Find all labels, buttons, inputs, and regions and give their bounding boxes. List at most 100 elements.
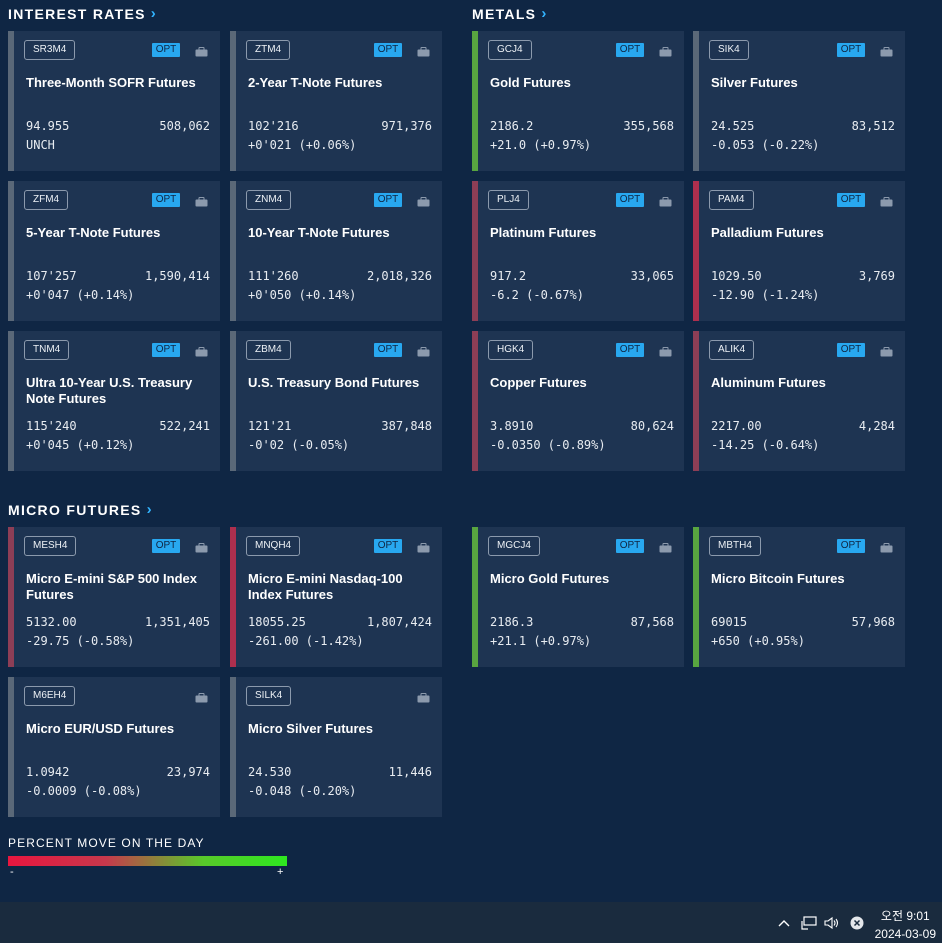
futures-card[interactable]: SR3M4 OPT Three-Month SOFR Futures 94.955 50… (8, 31, 220, 171)
futures-card[interactable]: ZFM4 OPT 5-Year T-Note Futures 107'257 1,590… (8, 181, 220, 321)
opt-button[interactable]: OPT (374, 193, 402, 207)
briefcase-icon[interactable] (880, 44, 893, 57)
opt-button[interactable]: OPT (152, 539, 180, 553)
price-change: +21.0 (+0.97%) (490, 138, 592, 152)
volume: 971,376 (381, 119, 432, 133)
last-price: 24.530 (248, 765, 292, 779)
price-change: -0.048 (-0.20%) (248, 784, 357, 798)
opt-button[interactable]: OPT (374, 539, 402, 553)
legend-title: PERCENT MOVE ON THE DAY (8, 836, 205, 850)
section-title-interest-rates[interactable]: INTEREST RATES › (8, 5, 157, 22)
contract-name: Micro E-mini Nasdaq-100 Index Futures (248, 571, 403, 602)
opt-button[interactable]: OPT (374, 43, 402, 57)
network-icon[interactable] (797, 915, 821, 930)
chevron-up-icon[interactable] (775, 919, 793, 927)
futures-card[interactable]: HGK4 OPT Copper Futures 3.8910 80,624 -0.0350… (472, 331, 684, 471)
contract-name: U.S. Treasury Bond Futures (248, 375, 420, 390)
last-price: 94.955 (26, 119, 70, 133)
volume: 80,624 (630, 419, 674, 433)
futures-card[interactable]: M6EH4 Micro EUR/USD Futures 1.0942 23,974 -0… (8, 677, 220, 817)
opt-button[interactable]: OPT (837, 343, 865, 357)
futures-card[interactable]: MBTH4 OPT Micro Bitcoin Futures 69015 57,968… (693, 527, 905, 667)
volume: 83,512 (851, 119, 895, 133)
contract-name: Silver Futures (711, 75, 798, 90)
futures-card[interactable]: ALIK4 OPT Aluminum Futures 2217.00 4,284 -14.… (693, 331, 905, 471)
volume: 1,807,424 (366, 615, 432, 629)
briefcase-icon[interactable] (417, 44, 430, 57)
futures-card[interactable]: ZNM4 OPT 10-Year T-Note Futures 111'260 2,01… (230, 181, 442, 321)
briefcase-icon[interactable] (195, 540, 208, 553)
last-price: 917.2 (490, 269, 527, 283)
volume: 23,974 (166, 765, 210, 779)
briefcase-icon[interactable] (417, 540, 430, 553)
opt-button[interactable]: OPT (616, 343, 644, 357)
opt-button[interactable]: OPT (374, 343, 402, 357)
price-change: -0.0350 (-0.89%) (490, 438, 606, 452)
briefcase-icon[interactable] (659, 44, 672, 57)
futures-card[interactable]: TNM4 OPT Ultra 10-Year U.S. Treasury Note … (8, 331, 220, 471)
futures-card[interactable]: ZBM4 OPT U.S. Treasury Bond Futures 121'21 3… (230, 331, 442, 471)
price-change: -0'02 (-0.05%) (248, 438, 350, 452)
briefcase-icon[interactable] (417, 344, 430, 357)
volume: 1,351,405 (144, 615, 210, 629)
volume-icon[interactable] (821, 916, 843, 930)
contract-name: Aluminum Futures (711, 375, 826, 390)
price-change: -0.0009 (-0.08%) (26, 784, 142, 798)
price-change: -29.75 (-0.58%) (26, 634, 135, 648)
section-title-micro-futures[interactable]: MICRO FUTURES › (8, 501, 153, 518)
briefcase-icon[interactable] (195, 194, 208, 207)
symbol-badge: PAM4 (709, 190, 754, 210)
chevron-right-icon: › (541, 5, 548, 22)
contract-name: Micro Silver Futures (248, 721, 373, 736)
symbol-badge: SR3M4 (24, 40, 76, 60)
opt-button[interactable]: OPT (616, 43, 644, 57)
symbol-badge: MGCJ4 (488, 536, 540, 556)
briefcase-icon[interactable] (880, 344, 893, 357)
contract-name: Three-Month SOFR Futures (26, 75, 196, 90)
symbol-badge: HGK4 (488, 340, 534, 360)
briefcase-icon[interactable] (417, 690, 430, 703)
futures-card[interactable]: PAM4 OPT Palladium Futures 1029.50 3,769 -12.… (693, 181, 905, 321)
briefcase-icon[interactable] (659, 344, 672, 357)
clock-time: 오전 9:01 (880, 909, 930, 923)
opt-button[interactable]: OPT (152, 43, 180, 57)
taskbar-clock[interactable]: 오전 9:01 2024-03-09 (875, 907, 936, 943)
price-change: -0.053 (-0.22%) (711, 138, 820, 152)
price-change: +21.1 (+0.97%) (490, 634, 592, 648)
opt-button[interactable]: OPT (616, 193, 644, 207)
futures-card[interactable]: ZTM4 OPT 2-Year T-Note Futures 102'216 971,3… (230, 31, 442, 171)
opt-button[interactable]: OPT (152, 343, 180, 357)
symbol-badge: SILK4 (246, 686, 292, 706)
futures-card[interactable]: SILK4 Micro Silver Futures 24.530 11,446 -0.… (230, 677, 442, 817)
briefcase-icon[interactable] (417, 194, 430, 207)
opt-button[interactable]: OPT (837, 193, 865, 207)
percent-move-gradient-bar (8, 856, 287, 866)
opt-button[interactable]: OPT (152, 193, 180, 207)
opt-button[interactable]: OPT (837, 43, 865, 57)
price-change: +0'047 (+0.14%) (26, 288, 135, 302)
briefcase-icon[interactable] (195, 44, 208, 57)
briefcase-icon[interactable] (195, 690, 208, 703)
briefcase-icon[interactable] (659, 540, 672, 553)
futures-card[interactable]: MGCJ4 OPT Micro Gold Futures 2186.3 87,568 +2… (472, 527, 684, 667)
futures-card[interactable]: MESH4 OPT Micro E-mini S&P 500 Index Futur… (8, 527, 220, 667)
symbol-badge: MNQH4 (246, 536, 301, 556)
futures-card[interactable]: MNQH4 OPT Micro E-mini Nasdaq-100 Index Fu… (230, 527, 442, 667)
section-title-metals[interactable]: METALS › (472, 5, 548, 22)
price-change: -12.90 (-1.24%) (711, 288, 820, 302)
briefcase-icon[interactable] (659, 194, 672, 207)
contract-name: Copper Futures (490, 375, 587, 390)
briefcase-icon[interactable] (195, 344, 208, 357)
clock-date: 2024-03-09 (874, 927, 936, 941)
opt-button[interactable]: OPT (616, 539, 644, 553)
briefcase-icon[interactable] (880, 194, 893, 207)
briefcase-icon[interactable] (880, 540, 893, 553)
symbol-badge: ALIK4 (709, 340, 755, 360)
contract-name: Gold Futures (490, 75, 571, 90)
futures-card[interactable]: GCJ4 OPT Gold Futures 2186.2 355,568 +21.0 (+… (472, 31, 684, 171)
contract-name: 10-Year T-Note Futures (248, 225, 390, 240)
opt-button[interactable]: OPT (837, 539, 865, 553)
close-circle-icon[interactable] (845, 916, 869, 930)
futures-card[interactable]: SIK4 OPT Silver Futures 24.525 83,512 -0.053 … (693, 31, 905, 171)
futures-card[interactable]: PLJ4 OPT Platinum Futures 917.2 33,065 -6.2 (… (472, 181, 684, 321)
